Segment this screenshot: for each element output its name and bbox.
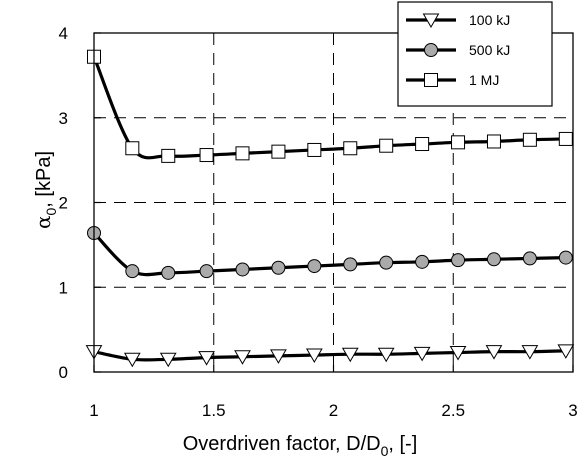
data-point <box>415 254 430 269</box>
data-point <box>123 352 141 368</box>
legend-marker <box>422 13 440 29</box>
data-point <box>486 252 501 267</box>
axis-ticks: 1 1.5 2 2.5 3 0 1 2 3 4 <box>59 24 578 420</box>
y-axis-title-subscript: 0 <box>43 207 59 215</box>
data-point <box>413 346 431 362</box>
data-point <box>343 141 358 156</box>
data-point <box>199 148 214 163</box>
series-2 <box>87 49 573 163</box>
x-tick-label: 1 <box>89 401 98 420</box>
legend-label: 500 kJ <box>469 42 510 58</box>
data-point <box>234 350 251 365</box>
x-axis-title-main: Overdriven factor, D/D <box>183 433 381 455</box>
data-point <box>198 351 215 366</box>
x-tick-label: 2 <box>329 401 338 420</box>
data-point <box>161 148 176 163</box>
data-point <box>125 264 140 279</box>
legend: 100 kJ 500 kJ 1 MJ <box>397 1 553 107</box>
data-point <box>522 132 537 147</box>
data-point <box>199 264 214 279</box>
y-axis-title-tail: , [kPa] <box>33 151 55 208</box>
legend-label: 100 kJ <box>469 12 510 28</box>
y-tick-label: 1 <box>59 278 68 297</box>
series-1 <box>87 226 573 280</box>
data-point <box>159 352 177 368</box>
series-layer <box>85 49 575 368</box>
legend-item: 1 MJ <box>406 72 499 88</box>
legend-label: 1 MJ <box>469 72 499 88</box>
legend-marker <box>424 43 438 57</box>
y-tick-label: 2 <box>59 194 68 213</box>
data-point <box>270 349 287 364</box>
legend-item: 100 kJ <box>406 12 510 29</box>
data-point <box>379 138 394 153</box>
data-point <box>235 262 250 277</box>
data-point <box>558 131 573 146</box>
grid-lines <box>94 33 573 372</box>
data-point <box>377 347 395 363</box>
data-point <box>305 348 323 364</box>
y-axis-title: α0, [kPa] <box>31 151 59 229</box>
y-tick-label: 0 <box>59 363 68 382</box>
x-tick-label: 3 <box>568 401 577 420</box>
data-point <box>271 144 286 159</box>
y-axis-title-symbol: α <box>31 215 55 229</box>
data-point <box>486 134 501 149</box>
data-point <box>271 260 286 275</box>
data-point <box>379 255 394 270</box>
data-point <box>521 345 539 360</box>
data-point <box>449 346 467 361</box>
data-point <box>161 265 176 280</box>
data-point <box>485 345 503 360</box>
data-point <box>558 250 573 265</box>
data-point <box>343 257 358 272</box>
legend-marker <box>424 73 438 87</box>
legend-item: 500 kJ <box>406 42 510 58</box>
x-axis-title-tail: , [-] <box>388 433 417 455</box>
series-0 <box>85 344 575 368</box>
x-axis-title: Overdriven factor, D/D0, [-] <box>183 433 418 459</box>
data-point <box>341 347 359 363</box>
data-point <box>307 259 322 274</box>
data-point <box>125 141 140 156</box>
x-axis-title-subscript: 0 <box>381 443 389 459</box>
y-tick-label: 3 <box>59 109 68 128</box>
data-point <box>307 142 322 157</box>
data-point <box>522 251 537 266</box>
y-tick-label: 4 <box>59 24 68 43</box>
data-point <box>235 146 250 161</box>
data-point <box>451 253 466 268</box>
x-tick-label: 2.5 <box>441 401 465 420</box>
x-tick-label: 1.5 <box>202 401 226 420</box>
data-point <box>557 344 575 359</box>
data-point <box>451 135 466 150</box>
data-point <box>415 137 430 152</box>
